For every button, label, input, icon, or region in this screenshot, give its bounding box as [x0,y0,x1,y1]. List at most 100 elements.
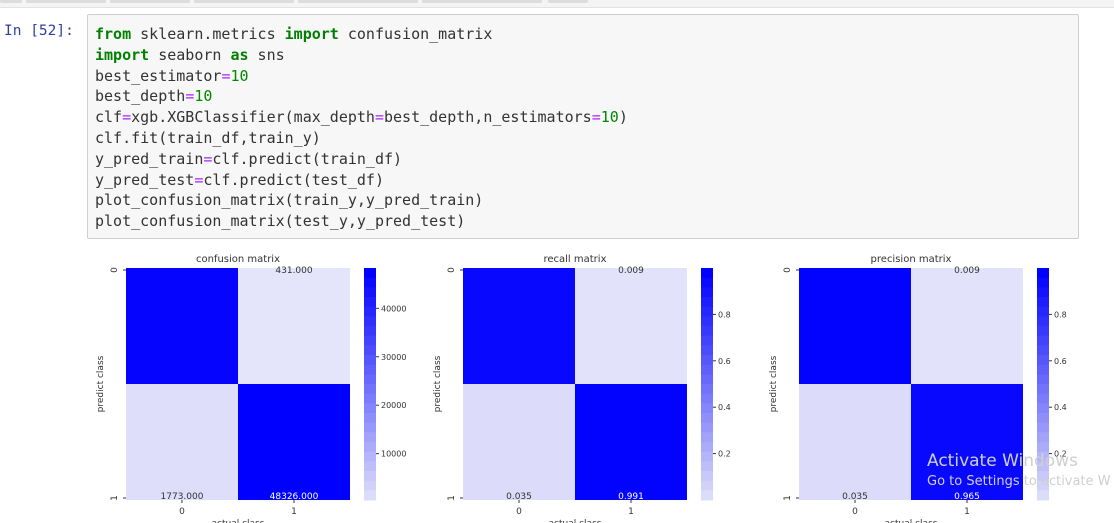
code-line: best_depth=10 [95,86,628,107]
x-tick-label: 1 [964,507,970,517]
colorbar-segment [364,403,376,414]
x-tick-label: 0 [516,507,522,517]
heatmap-cell [126,384,238,500]
colorbar-segment [1037,364,1049,375]
colorbar-segment [701,355,713,366]
code-token: plot_confusion_matrix(train_y,y_pred_tra… [95,191,484,210]
heatmap-cell [911,384,1023,500]
colorbar-segment [701,403,713,414]
heatmap-cell [463,384,575,500]
colorbar-tick-label: 0.4 [1054,403,1067,412]
code-token: = [122,108,132,127]
colorbar-segment [1037,326,1049,337]
colorbar-segment [1037,490,1049,501]
code-line: import seaborn as sns [95,45,628,66]
code-line: plot_confusion_matrix(train_y,y_pred_tra… [95,190,628,211]
precision-matrix-figure: 0.009 0.035 0.965 precision matrix 0 1 0 1 actua… [765,250,1105,523]
colorbar-tick-label: 0.6 [718,357,731,366]
code-editor[interactable]: from sklearn.metrics import confusion_ma… [95,24,628,232]
colorbar-segment [701,306,713,317]
y-tick-label: 0 [110,267,120,273]
y-tick-label: 0 [783,267,793,273]
code-token: 10 [600,108,619,127]
colorbar-tick-label: 10000 [381,450,406,459]
cell-annotation: 48326.000 [270,492,319,502]
toolbar-tab[interactable] [548,0,588,3]
y-tick-label: 0 [447,267,457,273]
colorbar-tick-label: 30000 [381,353,406,362]
colorbar-segment [1037,268,1049,279]
toolbar-tab[interactable] [194,0,294,3]
colorbar-segment [364,326,376,337]
colorbar-segment [364,393,376,404]
heatmap-cell [238,268,350,384]
confusion-matrix-figure: 431.000 1773.000 48326.000 confusion matrix… [92,250,432,523]
code-token: clf [95,108,123,127]
toolbar-tab[interactable] [422,0,542,3]
colorbar-segment [1037,277,1049,288]
code-token: from [95,25,132,43]
colorbar-tick-label: 0.2 [1054,450,1067,459]
colorbar-tick-label: 0.8 [718,310,731,319]
toolbar-tab[interactable] [298,0,418,3]
colorbar-segment [364,432,376,443]
colorbar-segment [701,335,713,346]
heatmap-cell [911,268,1023,384]
code-token: ) [618,108,628,127]
x-tick-label: 0 [852,507,858,517]
code-token: = [203,149,213,168]
colorbar-segment [364,461,376,472]
colorbar-segment [701,480,713,491]
x-axis-label: actual class [885,519,938,523]
chart-title: precision matrix [871,254,952,265]
code-token: plot_confusion_matrix(test_y,y_pred_test… [95,212,466,231]
colorbar-segment [701,316,713,327]
code-token: = [221,66,231,85]
code-line: clf.fit(train_df,train_y) [95,128,628,149]
colorbar-segment [701,364,713,375]
colorbar-segment [701,326,713,337]
colorbar-segment [1037,384,1049,395]
colorbar-segment [1037,335,1049,346]
colorbar-segment [364,374,376,385]
x-tick-label: 1 [628,507,634,517]
toolbar-tab[interactable] [0,0,22,3]
code-token: clf.predict(train_df) [212,149,403,168]
colorbar-segment [701,287,713,298]
cell-annotation: 0.965 [954,492,980,502]
heatmap-cell [126,268,238,384]
toolbar-tab[interactable] [26,0,106,3]
colorbar-segment [1037,374,1049,385]
heatmap-cell [238,384,350,500]
code-token: best_estimator [95,66,222,85]
colorbar-segment [701,297,713,308]
code-line: plot_confusion_matrix(test_y,y_pred_test… [95,211,628,232]
code-token: best_depth [95,87,186,106]
colorbar-segment [1037,442,1049,453]
colorbar-segment [1037,355,1049,366]
y-axis-label: predict class [96,355,106,412]
colorbar-segment [701,413,713,424]
cell-annotation: 0.035 [842,492,868,502]
y-tick-label: 1 [783,495,793,501]
code-cell[interactable]: from sklearn.metrics import confusion_ma… [87,14,1079,239]
code-token: clf.predict(test_df) [203,170,384,189]
code-token: y_pred_train [95,149,204,168]
colorbar-tick-label: 0.4 [718,403,731,412]
colorbar-segment [1037,345,1049,356]
colorbar-segment [364,442,376,453]
toolbar-tab[interactable] [110,0,190,3]
colorbar-segment [1037,413,1049,424]
heatmap-svg: 431.000 1773.000 48326.000 confusion matrix… [96,254,406,523]
heatmap-cell [575,268,687,384]
y-tick-label: 1 [447,495,457,501]
x-axis-label: actual class [212,519,265,523]
code-token: confusion_matrix [338,25,493,43]
colorbar-tick-label: 0.8 [1054,310,1067,319]
colorbar-segment [364,384,376,395]
heatmap-cell [799,384,911,500]
code-token: import [95,45,150,64]
chart-title: recall matrix [543,254,606,265]
colorbar-segment [1037,461,1049,472]
code-token: 10 [194,87,213,106]
